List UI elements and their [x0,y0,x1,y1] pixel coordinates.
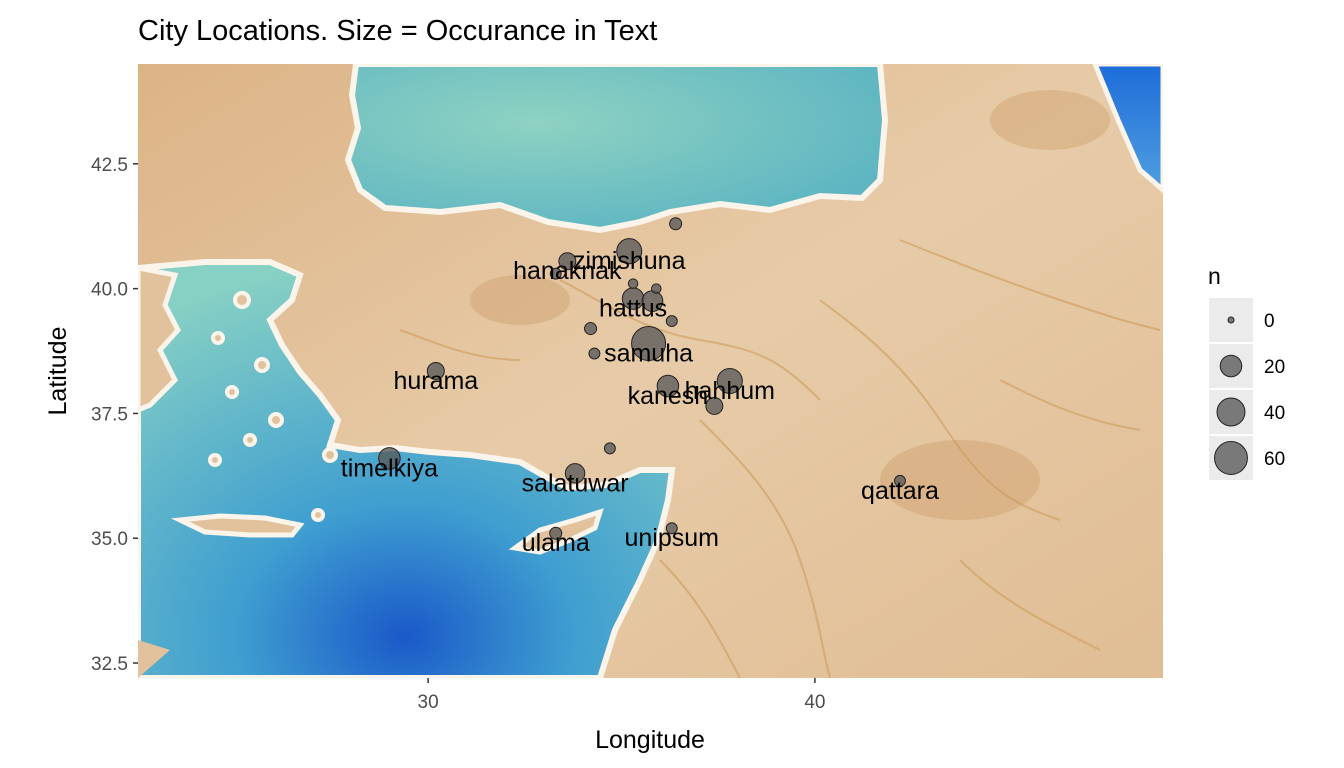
legend-symbol [1227,316,1235,324]
y-axis-title: Latitude [44,327,72,416]
city-label: hanaknak [513,257,622,285]
city-label: qattara [861,477,939,505]
city-label: ulama [522,529,590,557]
legend-label: 60 [1264,449,1285,470]
legend-title: n [1208,263,1221,289]
mediterranean-sea [138,259,676,678]
city-point [651,283,662,294]
black-sea [344,64,889,234]
city-point [564,463,586,484]
city-point [656,374,680,398]
legend-label: 20 [1264,357,1285,378]
city-label: hahhum [685,377,775,405]
legend-symbol [1216,397,1246,427]
city-point [631,326,667,362]
y-tick-label: 32.5 [91,654,128,675]
city-label: hurama [393,367,478,395]
size-legend: n 0 20 40 60 [1207,263,1285,482]
legend-symbol [1219,354,1243,378]
city-point [705,396,724,415]
x-tick-label: 40 [804,692,825,713]
y-tick-label: 37.5 [91,404,128,425]
city-label: hattus [599,295,667,323]
city-point [378,447,401,470]
city-point [616,238,643,265]
city-label: unipsum [625,524,720,552]
city-point [665,522,678,535]
legend-symbol [1214,441,1248,475]
crete-island [170,513,305,538]
city-point [665,315,678,328]
city-label: timelkiya [341,454,438,482]
city-point [549,267,562,280]
city-point [627,278,639,289]
x-tick-label: 30 [418,692,439,713]
y-tick-label: 40.0 [91,280,128,301]
legend-label: 40 [1264,403,1285,424]
city-label: zimishuna [573,247,686,275]
city-label: salatuwar [522,469,629,497]
city-point [558,252,577,271]
caspian-sea [1092,64,1163,194]
city-label: kanesh [628,382,709,410]
city-points [378,217,906,540]
city-point [669,217,683,231]
x-axis: 30 40 [418,678,825,713]
city-point [584,322,598,336]
y-tick-label: 35.0 [91,529,128,550]
city-point [716,367,743,394]
watercolor-map-background [138,64,1163,678]
x-axis-title: Longitude [595,726,705,754]
y-axis: 32.5 35.0 37.5 40.0 42.5 [91,155,138,675]
city-point [894,474,906,487]
city-label: samuha [604,340,693,368]
legend-label: 0 [1264,311,1275,332]
y-tick-label: 42.5 [91,155,128,176]
chart-title: City Locations. Size = Occurance in Text [138,15,657,47]
city-point [588,347,601,360]
city-point [603,442,616,455]
city-point [549,526,563,540]
city-point [426,362,445,380]
